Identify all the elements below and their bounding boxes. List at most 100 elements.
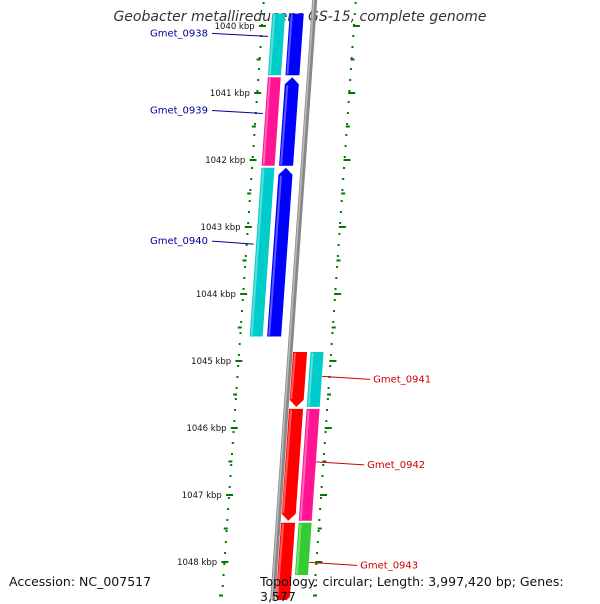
left-guide-dot [226, 519, 229, 521]
scale-label-1041: 1041 kbp [210, 89, 250, 99]
left-guide-dot [237, 365, 240, 367]
right-guide-dot [334, 288, 337, 290]
right-guide-dot [346, 123, 349, 125]
left-scale-tick [244, 226, 252, 228]
gene-label-gmet-0940: Gmet_0940 [150, 236, 208, 247]
leader-gmet-0942 [316, 461, 365, 466]
left-guide-dot [257, 68, 260, 70]
right-guide-dot [318, 519, 321, 521]
left-scale-tick [233, 393, 238, 396]
right-guide-dot [343, 167, 346, 169]
gene-gmet-0939-cog [261, 77, 281, 166]
left-guide-dot [234, 409, 237, 411]
right-guide-dot [335, 277, 338, 279]
left-scale-tick [226, 494, 234, 496]
right-scale-tick [352, 25, 360, 27]
right-scale-tick [338, 226, 346, 228]
left-guide-dot [233, 420, 236, 422]
right-guide-dot [347, 101, 350, 103]
left-guide-dot [262, 2, 265, 4]
right-guide-dot [336, 255, 339, 257]
left-scale-tick [249, 159, 257, 161]
right-guide-dot [319, 508, 322, 510]
left-scale-tick [223, 527, 228, 530]
left-guide-dot [251, 156, 254, 158]
left-scale-tick [254, 92, 262, 94]
left-guide-dot [244, 255, 247, 257]
right-guide-dot [346, 112, 349, 114]
left-guide-dot [239, 332, 242, 334]
right-scale-tick [336, 259, 341, 262]
gene-gmet-0940-cds-shine [268, 175, 282, 336]
right-guide-dot [340, 200, 343, 202]
left-scale-tick [240, 293, 248, 295]
gene-gmet-0938-cog-shine [268, 14, 276, 75]
left-guide-dot [242, 288, 245, 290]
right-guide-dot [330, 343, 333, 345]
left-scale-tick [251, 125, 256, 128]
right-guide-dot [326, 409, 329, 411]
left-guide-dot [227, 508, 230, 510]
left-guide-dot [241, 310, 243, 312]
scale-label-1048: 1048 kbp [177, 558, 217, 568]
right-guide-dot [333, 299, 336, 301]
left-guide-dot [221, 585, 224, 587]
gene-label-gmet-0938: Gmet_0938 [150, 28, 208, 39]
left-guide-dot [237, 354, 240, 356]
left-guide-dot [235, 387, 238, 389]
leader-gmet-0943 [309, 561, 358, 566]
gene-gmet-0941-cog-shine [307, 352, 314, 406]
gene-gmet-0942-cog-shine [299, 409, 310, 520]
gene-gmet-0939-cds-shine [280, 85, 289, 165]
leader-gmet-0938 [211, 32, 269, 37]
left-guide-dot [247, 211, 250, 213]
gene-gmet-0942-cds [281, 408, 304, 521]
right-guide-dot [331, 332, 334, 334]
left-guide-dot [251, 167, 254, 169]
gene-gmet-0942-cog [298, 408, 320, 521]
genome-backbone [270, 0, 318, 600]
right-guide-dot [337, 244, 340, 246]
left-guide-dot [255, 101, 258, 103]
right-guide-dot [333, 310, 335, 312]
right-guide-dot [326, 398, 329, 400]
leader-gmet-0940 [211, 240, 254, 245]
gene-gmet-0941-cds-shine [290, 352, 297, 399]
left-guide-dot [252, 145, 255, 147]
scale-label-1044: 1044 kbp [196, 290, 236, 300]
left-scale-tick [230, 427, 238, 429]
right-guide-dot [341, 189, 344, 191]
right-guide-dot [339, 222, 342, 224]
right-scale-tick [329, 360, 337, 362]
gene-gmet-0941-cds [289, 351, 308, 407]
gene-label-gmet-0942: Gmet_0942 [367, 460, 425, 471]
gene-gmet-0942-cds-shine [282, 409, 293, 513]
left-guide-dot [228, 486, 231, 488]
left-scale-tick [237, 326, 242, 329]
right-guide-dot [342, 178, 345, 180]
right-guide-dot [338, 233, 341, 235]
left-guide-dot [254, 123, 257, 125]
accession-text: Accession: NC_007517 [9, 574, 152, 589]
right-guide-dot [314, 574, 317, 576]
right-guide-dot [345, 134, 348, 136]
right-guide-dot [316, 541, 319, 543]
leader-gmet-0939 [211, 109, 263, 114]
left-guide-dot [240, 321, 243, 323]
left-guide-dot [222, 574, 225, 576]
left-scale-tick [242, 259, 247, 262]
gene-gmet-0938-cds [285, 13, 304, 76]
right-scale-tick [315, 561, 323, 563]
right-scale-tick [341, 192, 346, 195]
left-guide-dot [224, 541, 227, 543]
right-scale-tick [345, 125, 350, 128]
left-guide-dot [245, 244, 248, 246]
scale-label-1046: 1046 kbp [186, 424, 226, 434]
left-guide-dot [234, 398, 237, 400]
left-guide-dot [258, 57, 261, 59]
left-scale-tick [247, 192, 252, 195]
right-scale-tick [348, 92, 356, 94]
right-guide-dot [332, 321, 335, 323]
left-guide-dot [243, 277, 246, 279]
